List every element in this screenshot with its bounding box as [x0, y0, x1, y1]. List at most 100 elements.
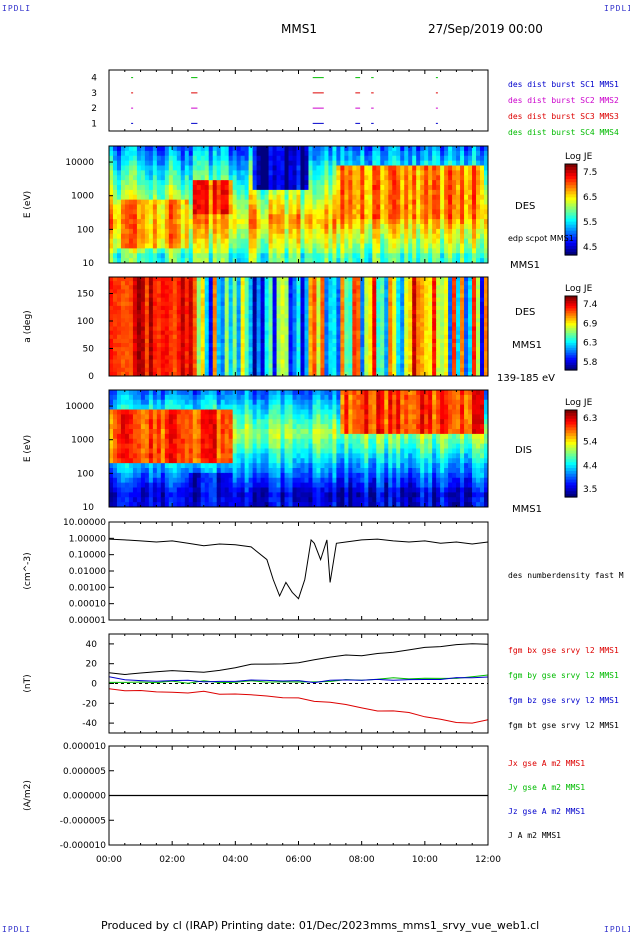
spectrogram-cell	[232, 326, 238, 332]
spectrogram-cell	[136, 318, 142, 323]
spectrogram-cell	[184, 175, 190, 181]
spectrogram-cell	[336, 253, 341, 259]
spectrogram-cell	[472, 301, 477, 307]
spectrogram-cell	[352, 322, 357, 328]
spectrogram-cell	[472, 209, 477, 215]
burst-ytick-label: 1	[91, 119, 97, 129]
spectrogram-cell	[456, 343, 461, 348]
spectrogram-cell	[336, 214, 341, 220]
spectrogram-cell	[364, 305, 369, 311]
spectrogram-cell	[264, 318, 270, 323]
spectrogram-cell	[188, 326, 194, 332]
spectrogram-cell	[432, 351, 437, 356]
spectrogram-cell	[432, 277, 437, 282]
spectrogram-cell	[112, 409, 118, 415]
spectrogram-cell	[352, 314, 357, 319]
spectrogram-cell	[116, 160, 122, 167]
spectrogram-cell	[456, 175, 461, 181]
spectrogram-cell	[204, 219, 210, 225]
spectrogram-cell	[428, 367, 433, 373]
spectrogram-cell	[476, 318, 481, 323]
spectrogram-cell	[416, 338, 421, 344]
colorbar-cell	[565, 340, 577, 344]
spectrogram-cell	[184, 334, 190, 340]
spectrogram-cell	[228, 285, 234, 290]
spectrogram-cell	[232, 224, 238, 230]
spectrogram-cell	[432, 326, 437, 332]
spectrogram-cell	[200, 277, 206, 282]
spectrogram-cell	[396, 146, 401, 152]
spectrogram-cell	[148, 285, 154, 290]
spectrogram-cell	[132, 343, 138, 348]
spectrogram-cell	[484, 175, 488, 181]
spectrogram-cell	[404, 297, 409, 303]
spectrogram-cell	[364, 355, 369, 361]
spectrogram-cell	[112, 338, 118, 344]
spectrogram-cell	[284, 146, 290, 152]
spectrogram-cell	[440, 347, 445, 352]
spectrogram-cell	[348, 371, 353, 376]
spectrogram-cell	[320, 343, 326, 348]
spectrogram-cell	[284, 155, 290, 162]
spectrogram-cell	[176, 189, 182, 196]
spectrogram-cell	[220, 155, 226, 162]
spectrogram-cell	[428, 334, 433, 340]
spectrogram-cell	[316, 160, 322, 167]
spectrogram-cell	[324, 199, 330, 206]
spectrogram-cell	[172, 347, 178, 352]
spectrogram-cell	[364, 165, 369, 171]
spectrogram-cell	[292, 258, 298, 263]
spectrogram-cell	[372, 224, 377, 230]
spectrogram-cell	[316, 194, 322, 201]
spectrogram-cell	[348, 322, 353, 328]
spectrogram-cell	[316, 185, 322, 191]
spectrogram-cell	[472, 199, 477, 206]
spectrogram-cell	[320, 367, 326, 373]
spectrogram-cell	[144, 330, 150, 336]
spectrogram-cell	[404, 351, 409, 356]
spectrogram-cell	[120, 204, 126, 210]
spectrogram-cell	[376, 334, 381, 340]
spectrogram-cell	[344, 146, 349, 152]
spectrogram-cell	[284, 289, 290, 295]
spectrogram-cell	[200, 355, 206, 361]
spectrogram-cell	[160, 334, 166, 340]
spectrogram-cell	[180, 150, 186, 157]
spectrogram-cell	[468, 301, 473, 307]
spectrogram-cell	[176, 347, 182, 352]
spectrogram-cell	[452, 224, 457, 230]
spectrogram-cell	[168, 310, 174, 315]
spectrogram-cell	[336, 189, 341, 196]
spectrogram-cell	[352, 209, 357, 215]
spectrogram-cell	[292, 318, 298, 323]
spectrogram-cell	[476, 310, 481, 315]
spectrogram-cell	[328, 359, 334, 365]
spectrogram-cell	[332, 243, 337, 249]
spectrogram-cell	[408, 305, 413, 311]
spectrogram-cell	[109, 419, 114, 425]
spectrogram-cell	[480, 146, 485, 152]
spectrogram-cell	[336, 334, 341, 340]
spectrogram-cell	[268, 204, 274, 210]
spectrogram-cell	[268, 194, 274, 201]
spectrogram-cell	[372, 228, 377, 235]
spectrogram-cell	[444, 334, 449, 340]
spectrogram-cell	[136, 359, 142, 365]
spectrogram-cell	[124, 209, 130, 215]
spectrogram-cell	[468, 170, 473, 176]
spectrogram-cell	[132, 351, 138, 356]
spectrogram-cell	[320, 185, 326, 191]
spectrogram-cell	[440, 301, 445, 307]
spectrogram-cell	[284, 367, 290, 373]
spectrogram-cell	[248, 219, 254, 225]
spectrogram-cell	[208, 243, 214, 249]
colorbar-cell	[565, 318, 577, 322]
spectrogram-cell	[204, 214, 210, 220]
spectrogram-cell	[348, 343, 353, 348]
spectrogram-cell	[188, 228, 194, 235]
spectrogram-cell	[208, 150, 214, 157]
spectrogram-cell	[208, 160, 214, 167]
spectrogram-cell	[268, 160, 274, 167]
spectrogram-cell	[328, 150, 334, 157]
spectrogram-cell	[148, 472, 154, 479]
